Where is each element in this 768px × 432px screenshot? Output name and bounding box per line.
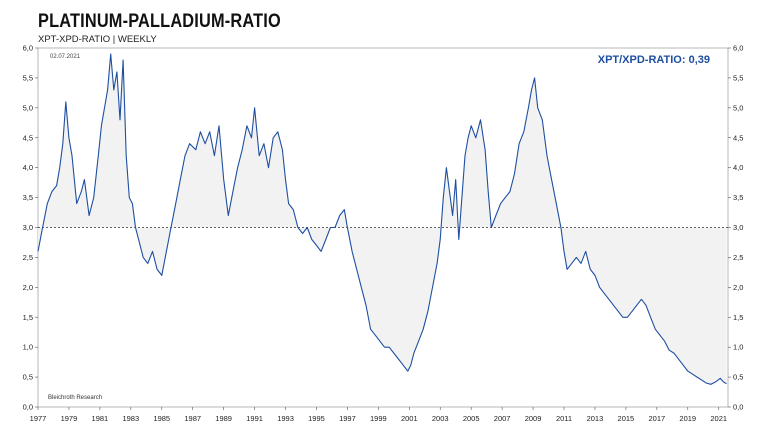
y-tick-label-left: 6,0 [23, 44, 33, 53]
y-tick-label-left: 1,0 [23, 343, 33, 352]
x-tick-label: 1993 [277, 414, 294, 423]
y-tick-label-right: 0,0 [733, 403, 743, 412]
x-tick-label: 1997 [339, 414, 356, 423]
y-tick-label-right: 4,0 [733, 163, 743, 172]
x-tick-label: 1999 [370, 414, 387, 423]
x-tick-label: 2017 [648, 414, 665, 423]
y-tick-label-right: 0,5 [733, 373, 743, 382]
source-label: Bleichroth Research [48, 395, 103, 401]
y-tick-label-right: 3,5 [733, 193, 743, 202]
x-tick-label: 1991 [246, 414, 263, 423]
y-tick-label-left: 4,5 [23, 133, 33, 142]
y-tick-label-left: 4,0 [23, 163, 33, 172]
x-tick-label: 1989 [215, 414, 232, 423]
y-tick-label-right: 1,5 [733, 313, 743, 322]
y-tick-label-left: 3,0 [23, 223, 33, 232]
x-tick-label: 2001 [401, 414, 418, 423]
current-value-label: XPT/XPD-RATIO: 0,39 [597, 54, 710, 66]
ratio-line [37, 53, 727, 385]
y-tick-label-left: 0,5 [23, 373, 33, 382]
y-tick-label-left: 5,0 [23, 103, 33, 112]
x-tick-label: 2021 [710, 414, 727, 423]
chart-subtitle: XPT-XPD-RATIO | WEEKLY [38, 34, 157, 45]
y-tick-label-left: 0,0 [23, 403, 33, 412]
x-tick-label: 1981 [92, 414, 109, 423]
x-tick-label: 2009 [525, 414, 542, 423]
x-tick-label: 1987 [184, 414, 201, 423]
y-tick-label-left: 2,0 [23, 283, 33, 292]
y-tick-label-right: 5,5 [733, 73, 743, 82]
y-tick-label-left: 2,5 [23, 253, 33, 262]
x-tick-label: 1983 [122, 414, 139, 423]
x-tick-label: 2007 [494, 414, 511, 423]
y-tick-label-left: 3,5 [23, 193, 33, 202]
y-tick-label-right: 3,0 [733, 223, 743, 232]
x-axis-ticks: 1977 1979 1981 1983 1985 1987 1989 1991 1993 1995… [30, 407, 727, 423]
x-tick-label: 1985 [153, 414, 170, 423]
date-label: 02.07.2021 [50, 54, 81, 60]
x-tick-label: 2011 [556, 414, 572, 423]
x-tick-label: 1995 [308, 414, 325, 423]
x-tick-label: 2013 [587, 414, 604, 423]
y-axis-ticks: 0,0 0,0 0,5 0,5 1,0 1,0 1,5 1,5 2,0 2,0 2,5 2,5 3,0 3… [23, 44, 744, 412]
y-tick-label-right: 2,5 [733, 253, 743, 262]
y-tick-label-right: 4,5 [733, 133, 743, 142]
x-tick-label: 2019 [679, 414, 696, 423]
x-tick-label: 1977 [30, 414, 47, 423]
y-tick-label-right: 2,0 [733, 283, 743, 292]
x-tick-label: 2005 [463, 414, 480, 423]
x-tick-label: 1979 [61, 414, 78, 423]
y-tick-label-right: 1,0 [733, 343, 743, 352]
x-tick-label: 2015 [618, 414, 635, 423]
deviation-area [38, 54, 727, 385]
x-tick-label: 2003 [432, 414, 449, 423]
y-tick-label-right: 5,0 [733, 103, 743, 112]
y-tick-label-right: 6,0 [733, 44, 743, 53]
y-tick-label-left: 5,5 [23, 73, 33, 82]
y-tick-label-left: 1,5 [23, 313, 33, 322]
chart-title: PLATINUM-PALLADIUM-RATIO [38, 11, 281, 32]
